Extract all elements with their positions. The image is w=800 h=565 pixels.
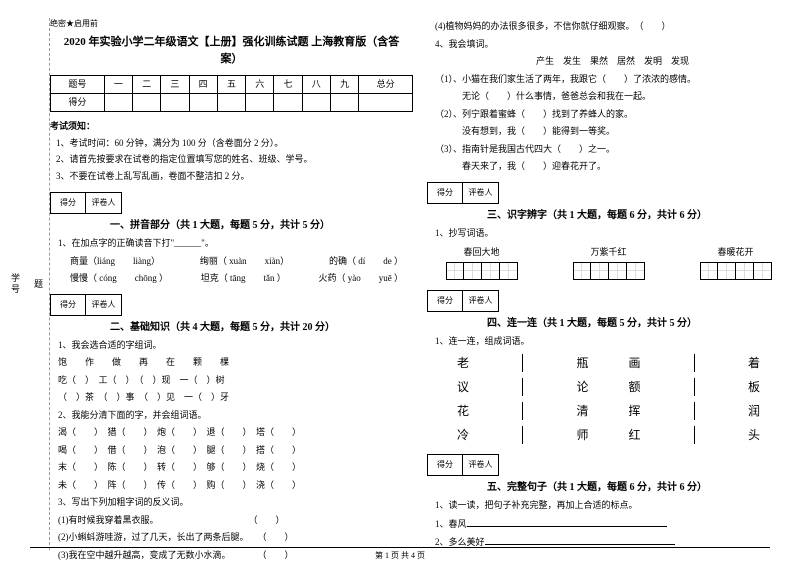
q2-3-row: (4)植物妈妈的办法很多很多，不信你就仔细观察。 （ ）: [435, 20, 790, 34]
copy-block: 万紫千红: [573, 246, 645, 280]
q5-row: 1、春风: [435, 517, 790, 532]
content-columns: 绝密★启用前 2020 年实验小学二年级语文【上册】强化训练试题 上海教育版（含…: [50, 18, 790, 550]
q2-4-row: 没有想到，我（ ）能得到一等奖。: [435, 125, 790, 139]
copy-grids: 春回大地 万紫千红 春暖花开: [427, 246, 790, 280]
section-score-box: 得分 评卷人: [50, 294, 413, 316]
copy-block: 春暖花开: [700, 246, 772, 280]
match-pair: 画着: [629, 354, 761, 372]
q2-2-row: 末（ ） 陈（ ） 转（ ） 够（ ） 烧（ ）: [58, 461, 413, 475]
q3: 1、抄写词语。: [435, 227, 790, 241]
q1: 1、在加点字的正确读音下打"______"。: [58, 237, 413, 251]
q2-2-row: 喝（ ） 借（ ） 泡（ ） 腿（ ） 搭（ ）: [58, 444, 413, 458]
q2-3-row: (1)有时候我穿着黑衣服。 （ ）: [58, 514, 413, 528]
binding-strip: 题 学号 密 姓名 不 班级 内 学校 线 封 乡镇(街道): [10, 18, 50, 550]
score-value-row: 得分: [51, 94, 413, 112]
q2-3: 3、写出下列加粗字词的反义词。: [58, 496, 413, 510]
q2-1-row: （ ）茶 （ ）事 （ ）见 一（ ）牙: [58, 391, 413, 405]
right-column: (4)植物妈妈的办法很多很多，不信你就仔细观察。 （ ） 4、我会填词。 产生 …: [427, 18, 790, 550]
section-score-box: 得分 评卷人: [427, 290, 790, 312]
q2-4-row: （1）、小猫在我们家生活了两年，我跟它（ ）了浓浓的感情。: [435, 73, 790, 87]
section-5-title: 五、完整句子（共 1 大题，每题 6 分，共计 6 分）: [487, 480, 790, 495]
q2-1: 1、我会选合适的字组词。: [58, 339, 413, 353]
left-column: 绝密★启用前 2020 年实验小学二年级语文【上册】强化训练试题 上海教育版（含…: [50, 18, 413, 550]
notice-list: 1、考试时间：60 分钟，满分为 100 分（含卷面分 2 分）。 2、请首先按…: [50, 134, 413, 187]
exam-sheet: 题 学号 密 姓名 不 班级 内 学校 线 封 乡镇(街道) 绝密★启用前 20…: [0, 0, 800, 550]
match-pair: 红头: [629, 426, 761, 444]
word-bank: 产生 发生 果然 居然 发明 发现: [435, 55, 790, 69]
pinyin-row: 慢慢（ cóng chōng ） 坦克（ tāng tǎn ） 火药（ yào …: [70, 272, 403, 286]
q4: 1、连一连，组成词语。: [435, 335, 790, 349]
q2-4: 4、我会填词。: [435, 38, 790, 52]
notice-item: 2、请首先按要求在试卷的指定位置填写您的姓名、班级、学号。: [56, 153, 413, 167]
match-pair: 冷师: [457, 426, 589, 444]
match-pair: 老瓶: [457, 354, 589, 372]
match-pair: 花清: [457, 402, 589, 420]
answer-line[interactable]: [467, 517, 667, 527]
section-3-title: 三、识字辨字（共 1 大题，每题 6 分，共计 6 分）: [487, 208, 790, 223]
q5: 1、读一读，把句子补充完整，再加上合适的标点。: [435, 499, 790, 513]
notice-heading: 考试须知：: [50, 120, 413, 134]
q2-4-row: （2）、列宁跟着蜜蜂（ ）找到了养蜂人的家。: [435, 108, 790, 122]
strip-mark: 题: [32, 279, 45, 290]
notice-item: 3、不要在试卷上乱写乱画，卷面不整洁扣 2 分。: [56, 170, 413, 184]
section-1-title: 一、拼音部分（共 1 大题，每题 5 分，共计 5 分）: [110, 218, 413, 233]
copy-block: 春回大地: [446, 246, 518, 280]
section-4-title: 四、连一连（共 1 大题，每题 5 分，共计 5 分）: [487, 316, 790, 331]
q2-4-row: （3）、指南针是我国古代四大（ ）之一。: [435, 143, 790, 157]
notice-item: 1、考试时间：60 分钟，满分为 100 分（含卷面分 2 分）。: [56, 137, 413, 151]
q2-1-row: 吃（ ） 工（ ） （ ）现 一（ ）树: [58, 374, 413, 388]
section-score-box: 得分 评卷人: [50, 192, 413, 214]
match-pair: 议论: [457, 378, 589, 396]
strip-label: 学号: [9, 273, 22, 295]
exam-title: 2020 年实验小学二年级语文【上册】强化训练试题 上海教育版（含答 案）: [50, 34, 413, 67]
secret-tag: 绝密★启用前: [50, 18, 413, 30]
q2-2: 2、我能分清下面的字，并会组词语。: [58, 409, 413, 423]
page-footer: 第 1 页 共 4 页: [30, 547, 770, 561]
pinyin-row: 商量（liáng liàng） 绚丽（ xuàn xiàn） 的确（ dí de…: [70, 255, 403, 269]
q2-4-row: 春天来了，我（ ）迎春花开了。: [435, 160, 790, 174]
q2-4-row: 无论（ ）什么事情，爸爸总会和我在一起。: [435, 90, 790, 104]
section-score-box: 得分 评卷人: [427, 182, 790, 204]
q2-3-row: (2)小蝌蚪游哇游，过了几天，长出了两条后腿。 （ ）: [58, 531, 413, 545]
q2-1-row: 饱 作 做 再 在 颗 棵: [58, 356, 413, 370]
answer-line[interactable]: [485, 535, 675, 545]
match-pair: 挥润: [629, 402, 761, 420]
score-header-row: 题号 一 二 三 四 五 六 七 八 九 总分: [51, 76, 413, 94]
section-score-box: 得分 评卷人: [427, 454, 790, 476]
score-table: 题号 一 二 三 四 五 六 七 八 九 总分 得分: [50, 75, 413, 112]
match-grid: 老瓶 画着 议论 额板 花清 挥润 冷师 红头: [457, 354, 760, 444]
section-2-title: 二、基础知识（共 4 大题，每题 5 分，共计 20 分）: [110, 320, 413, 335]
q2-2-row: 未（ ） 阵（ ） 传（ ） 购（ ） 浇（ ）: [58, 479, 413, 493]
q2-2-row: 渴（ ） 猎（ ） 炮（ ） 退（ ） 塔（ ）: [58, 426, 413, 440]
match-pair: 额板: [629, 378, 761, 396]
